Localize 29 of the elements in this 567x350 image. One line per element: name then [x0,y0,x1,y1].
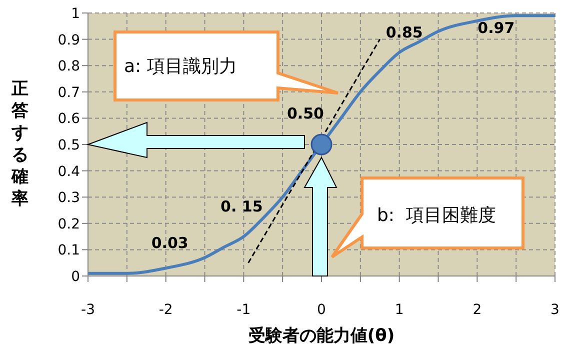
x-tick-label: 1 [394,302,404,318]
annotation: 0.03 [151,234,188,252]
callout: b: 項目困難度 [330,176,524,258]
annotation: 0.50 [286,104,324,122]
x-tick-label: -3 [81,302,95,318]
x-tick-label: 2 [472,302,482,318]
callout: a: 項目識別力 [114,30,340,102]
x-tick-label: -1 [236,302,251,318]
y-axis-title: 正答する確率 [10,78,30,210]
y-tick-label: 0.5 [58,137,80,154]
y-tick-label: 0.3 [58,190,80,206]
y-tick-label: 0.2 [58,216,80,232]
y-tick-label: 0.7 [58,84,80,101]
annotation: 0.85 [386,23,423,42]
y-tick-label: 0.6 [58,111,80,128]
x-tick-label: 0 [317,302,326,318]
y-tick-label: 0.4 [58,164,80,180]
y-tick-label: 0.9 [58,32,80,48]
annotation: a: 項目識別力 [124,56,237,77]
x-tick-label: -2 [158,302,173,318]
x-axis-title: 受験者の能力値(θ) [247,325,396,347]
y-tick-label: 0.1 [58,242,80,259]
y-tick-label: 0.8 [58,58,80,75]
y-tick-label: 1 [71,6,80,22]
y-tick-label: 0 [71,268,80,285]
annotation: 0.97 [478,18,515,37]
annotation: b: 項目困難度 [377,205,496,226]
annotation: 0. 15 [220,198,263,216]
x-tick-label: 3 [550,302,560,318]
